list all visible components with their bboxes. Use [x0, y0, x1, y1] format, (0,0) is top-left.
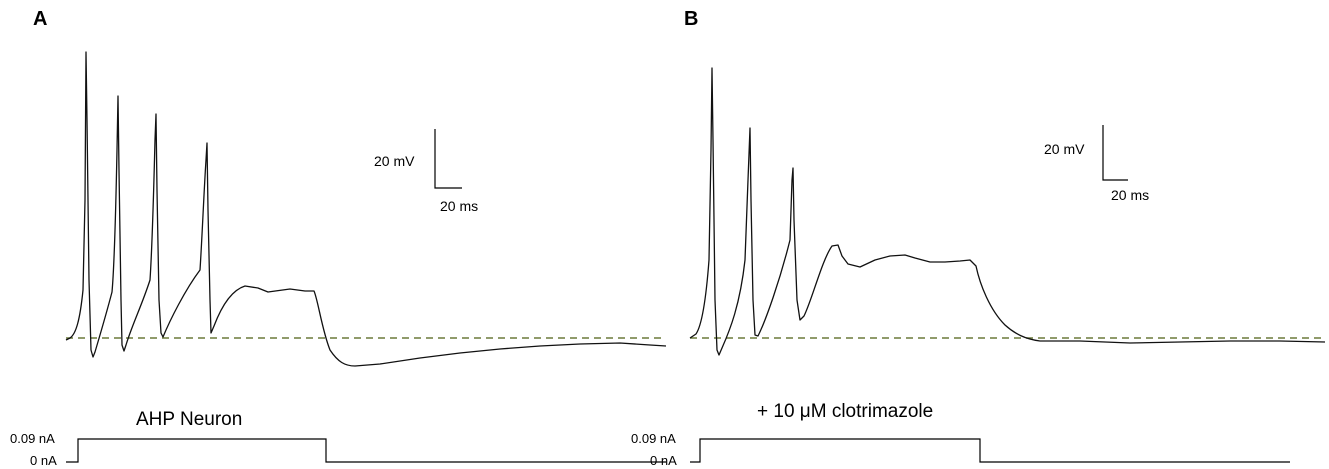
panel-a-stim-low-label: 0 nA	[30, 453, 57, 468]
panel-a-stimulus-trace	[66, 438, 666, 463]
panel-b-condition-label: + 10 μM clotrimazole	[757, 401, 933, 422]
panel-b: B 20 mV 20 ms + 10 μM clotrimazole 0.09 …	[631, 8, 1326, 468]
panel-a-stim-high-label: 0.09 nA	[10, 431, 55, 446]
panel-a-scale-mv: 20 mV	[374, 153, 415, 169]
panel-b-voltage-trace	[689, 67, 1326, 356]
panel-b-stim-low-label: 0 nA	[650, 453, 677, 468]
panel-b-stim-high-label: 0.09 nA	[631, 431, 676, 446]
panel-b-scale-ms: 20 ms	[1111, 187, 1149, 203]
panel-a-scale-ms: 20 ms	[440, 198, 478, 214]
panel-b-stimulus-trace	[690, 438, 1290, 463]
panel-a: A 20 mV 20 ms AHP Neuron 0.09 nA 0 nA	[10, 8, 667, 468]
panel-b-scale-bar	[1102, 125, 1128, 181]
panel-a-condition-label: AHP Neuron	[136, 409, 242, 430]
panel-a-voltage-trace	[65, 51, 667, 367]
panel-b-letter: B	[684, 8, 698, 30]
panel-a-letter: A	[33, 8, 47, 30]
panel-a-scale-bar	[434, 129, 462, 189]
panel-b-scale-mv: 20 mV	[1044, 141, 1085, 157]
